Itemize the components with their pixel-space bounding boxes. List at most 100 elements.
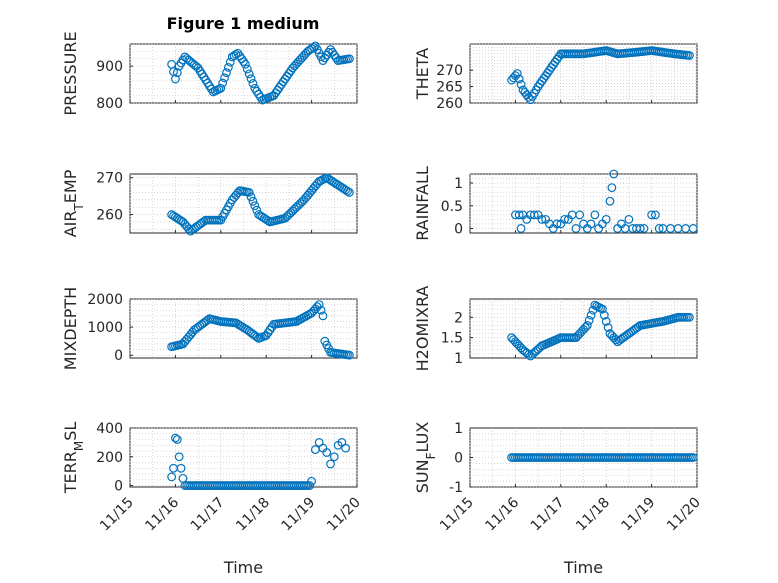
data-point	[685, 51, 694, 60]
y-tick-label: 0	[114, 479, 123, 495]
y-tick-label: 1000	[87, 320, 123, 336]
data-point	[571, 224, 581, 233]
subplot-mixdepth: 0 1000 2000 MIXDEPTH	[61, 287, 358, 370]
x-tick-label: 11/15	[437, 495, 477, 535]
data-point	[599, 310, 609, 320]
y-tick-label: 1	[454, 421, 463, 437]
data-point	[324, 47, 334, 57]
y-tick-label: 200	[96, 450, 123, 466]
subplot-air-temp: 260 270 AIRTEMP	[61, 169, 358, 237]
y-tick-label: 260	[96, 208, 123, 224]
data-point	[635, 224, 645, 233]
subplot-sun-flux: 11/15 11/16 11/17 11/18 11/19 11/20 -1 0 1 SUNFLU…	[413, 421, 704, 577]
data-point	[343, 186, 352, 196]
y-tick-label: 260	[436, 96, 463, 112]
x-axis-label: Time	[223, 558, 263, 577]
data-point	[514, 74, 524, 84]
data-point	[516, 80, 526, 89]
y-axis-label: H2OMIXRA	[413, 286, 432, 372]
data-point	[560, 214, 569, 224]
y-tick-label: 900	[96, 59, 123, 75]
data-point	[244, 69, 254, 79]
data-markers	[507, 453, 698, 462]
data-markers	[167, 173, 354, 236]
data-point	[225, 57, 235, 67]
y-tick-label: 0.5	[441, 199, 463, 215]
data-point	[647, 210, 656, 220]
data-point	[580, 323, 590, 332]
data-point	[218, 78, 228, 88]
data-point	[341, 443, 351, 453]
data-point	[586, 310, 596, 320]
data-point	[250, 201, 260, 211]
data-point	[176, 463, 186, 473]
data-point	[172, 435, 182, 444]
y-tick-label: 0	[454, 451, 463, 467]
data-point	[345, 54, 354, 64]
data-markers	[167, 41, 354, 105]
x-tick-label: 11/18	[233, 495, 273, 535]
data-point	[244, 188, 254, 197]
data-point	[172, 68, 182, 77]
data-point	[246, 74, 256, 84]
data-markers	[511, 169, 698, 233]
data-point	[231, 50, 241, 59]
y-axis-label: MIXDEPTH	[61, 287, 80, 370]
data-point	[170, 433, 180, 443]
data-point	[586, 219, 596, 229]
data-point	[552, 219, 562, 229]
data-point	[605, 196, 615, 206]
x-tick-label: 11/18	[573, 495, 613, 535]
y-axis-label: TERRMSL	[61, 422, 86, 495]
data-point	[537, 214, 547, 224]
x-tick-label: 11/16	[142, 494, 182, 534]
figure-title: Figure 1 medium	[167, 14, 320, 33]
x-tick-label: 11/19	[619, 495, 659, 535]
data-point	[688, 453, 698, 462]
y-tick-label: 2000	[87, 292, 123, 308]
data-point	[314, 300, 324, 310]
data-point	[654, 224, 664, 233]
data-point	[305, 481, 315, 490]
data-point	[603, 323, 613, 332]
data-point	[596, 303, 605, 313]
y-tick-label: 1	[454, 351, 463, 367]
axes-frame	[129, 427, 358, 488]
data-point	[601, 316, 611, 326]
x-tick-label: 11/15	[97, 495, 137, 535]
data-point	[582, 321, 592, 330]
data-point	[222, 68, 231, 77]
data-point	[216, 83, 226, 93]
data-point	[524, 92, 534, 102]
data-point	[609, 169, 619, 179]
data-point	[601, 214, 611, 224]
y-tick-label: 1	[454, 176, 463, 192]
data-point	[650, 210, 660, 220]
data-point	[512, 69, 522, 78]
data-point	[329, 452, 339, 462]
y-axis-label: RAINFALL	[413, 166, 432, 241]
data-markers	[507, 46, 694, 105]
data-point	[318, 311, 328, 321]
data-point	[248, 79, 258, 88]
data-point	[170, 74, 180, 84]
y-tick-label: -1	[449, 480, 463, 496]
x-tick-label: 11/19	[279, 495, 319, 535]
y-axis-label: PRESSURE	[61, 31, 80, 115]
data-point	[524, 350, 534, 359]
x-tick-label: 11/20	[324, 495, 364, 535]
data-point	[223, 62, 233, 72]
y-tick-label: 270	[96, 171, 123, 187]
data-point	[590, 210, 600, 220]
x-tick-label: 11/16	[482, 494, 522, 534]
subplot-rainfall: 0 0.5 1 RAINFALL	[413, 166, 698, 241]
x-tick-label: 11/17	[188, 495, 228, 535]
data-point	[584, 315, 594, 325]
data-point	[174, 452, 184, 462]
data-point	[516, 224, 526, 233]
data-point	[688, 224, 698, 233]
subplot-h2omixra: 1 1.5 2 H2OMIXRA	[413, 286, 698, 372]
